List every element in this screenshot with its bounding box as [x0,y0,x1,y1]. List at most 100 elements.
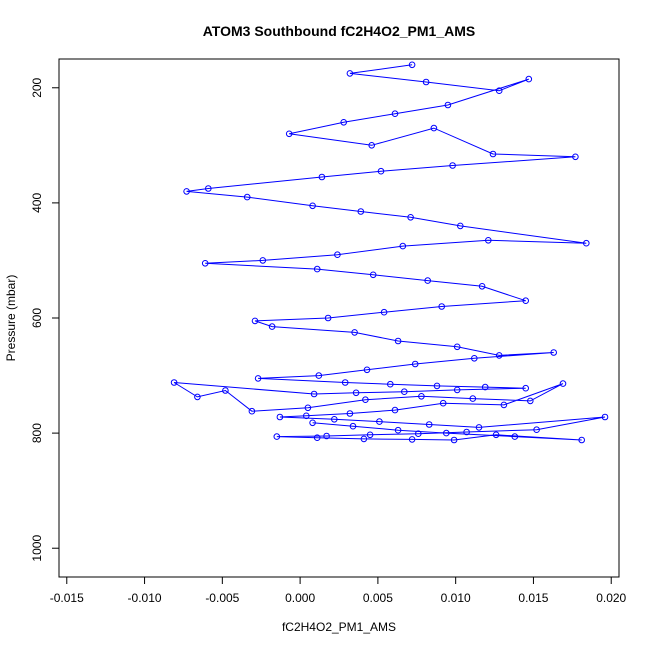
data-point [463,428,470,436]
data-point [422,78,430,86]
data-point [334,251,341,258]
data-point [310,390,318,398]
data-point [323,432,330,440]
data-point [349,422,357,430]
data-point [495,352,503,359]
data-point [533,426,540,434]
data-point [471,355,478,362]
x-tick-label: -0.010 [128,591,162,605]
data-point [511,433,519,440]
data-point [489,150,497,158]
data-point [601,413,609,421]
data-point [433,382,441,390]
data-point [394,337,402,345]
data-point [401,388,408,396]
y-tick-label: 200 [30,77,44,97]
data-point [481,383,489,391]
data-point [425,421,433,428]
x-tick-label: -0.015 [50,591,84,605]
data-point [492,431,500,439]
data-point [318,173,326,181]
data-point [340,119,348,126]
data-point [478,283,486,290]
data-point [376,418,383,425]
data-point [527,397,534,405]
data-point [430,124,438,132]
plot-frame [58,58,620,578]
data-point [170,379,178,386]
data-point [485,237,492,244]
data-point [243,193,251,201]
x-tick-label: 0.000 [285,591,315,605]
data-point [346,410,354,417]
data-point [194,393,201,401]
series-line [173,64,606,441]
data-point [394,426,402,434]
data-point [331,416,338,423]
x-tick-label: 0.005 [363,591,393,605]
data-point [315,372,323,379]
data-point [408,436,416,443]
series-group [170,61,609,444]
data-point [259,257,267,264]
data-point [408,61,416,69]
data-point [363,366,371,374]
data-point [453,386,461,394]
data-point [369,271,377,279]
data-point [183,188,190,195]
x-tick-label: 0.020 [596,591,626,605]
plot-area [170,61,609,444]
data-point [222,387,229,394]
data-point [248,407,256,415]
data-point [254,375,262,382]
data-point [303,412,310,420]
data-point [362,396,369,404]
data-point [251,317,259,325]
data-point [399,242,407,250]
y-tick-label: 800 [30,423,44,443]
data-point [444,101,452,109]
data-point [522,297,530,305]
y-tick-label: 600 [30,308,44,328]
data-point [443,429,450,437]
y-tick-label: 1000 [30,535,44,562]
data-point [449,162,456,169]
data-point [418,393,425,400]
data-point [201,260,209,267]
x-axis: -0.015 -0.010 -0.005 0.000 0.005 0.010 0.015 0.… [50,576,627,605]
data-point [309,419,316,427]
data-point [525,75,533,83]
data-point [285,130,293,138]
data-point [357,208,365,215]
data-point [352,389,360,397]
data-point [411,360,419,368]
data-point [439,399,447,407]
data-point [273,433,281,440]
data-point [313,434,321,442]
x-tick-label: -0.005 [205,591,239,605]
y-axis: 200 400 600 800 1000 [30,77,60,562]
data-point [391,406,399,414]
data-point [424,277,432,284]
data-point [309,202,316,210]
data-point [450,436,458,444]
data-point [453,343,461,351]
data-point [341,379,349,386]
data-point [550,349,558,356]
data-point [500,401,508,409]
data-point [377,167,385,175]
data-point [205,185,212,192]
data-point [380,308,388,316]
data-point [415,430,422,438]
data-point [391,110,399,117]
chart-title: ATOM3 Southbound fC2H4O2_PM1_AMS [203,23,476,39]
data-point [360,435,368,443]
data-point [572,153,579,161]
data-point [346,70,354,77]
data-point [268,323,276,330]
data-point [495,87,503,94]
data-point [324,314,332,322]
data-point [387,380,394,388]
y-tick-label: 400 [30,193,44,213]
